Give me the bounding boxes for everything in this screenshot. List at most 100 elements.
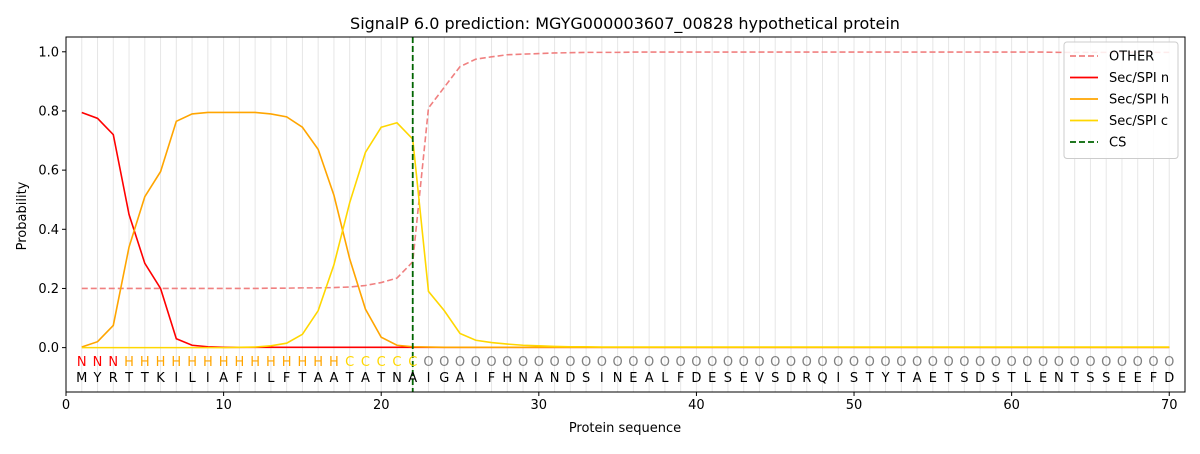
residue-label: E [1134, 371, 1142, 386]
region-label: O [943, 355, 953, 370]
residue-label: E [629, 371, 637, 386]
residue-label: K [156, 371, 165, 386]
x-tick-label: 60 [1003, 398, 1020, 413]
residue-label: A [408, 371, 417, 386]
residue-label: E [1039, 371, 1047, 386]
residue-label: I [206, 371, 210, 386]
residue-label: A [219, 371, 228, 386]
y-tick-label: 1.0 [38, 45, 59, 60]
region-label: O [471, 355, 481, 370]
region-label: O [975, 355, 985, 370]
residue-label: F [236, 371, 243, 386]
residue-label: T [345, 371, 354, 386]
y-axis-label: Probability [15, 181, 30, 250]
residue-label: A [645, 371, 654, 386]
residue-label: R [109, 371, 118, 386]
residue-label: H [502, 371, 512, 386]
region-label: O [1101, 355, 1111, 370]
legend-label: Sec/SPI h [1109, 93, 1169, 108]
region-label: O [613, 355, 623, 370]
region-label: O [723, 355, 733, 370]
region-label: O [676, 355, 686, 370]
residue-label: F [283, 371, 290, 386]
residue-label: S [992, 371, 1000, 386]
residue-label: N [392, 371, 402, 386]
region-label: O [1038, 355, 1048, 370]
region-label: O [549, 355, 559, 370]
x-tick-label: 40 [688, 398, 705, 413]
region-label: H [313, 355, 323, 370]
residue-label: E [740, 371, 748, 386]
residue-label: F [488, 371, 495, 386]
series-layer [81, 37, 1170, 392]
residue-label: E [708, 371, 716, 386]
region-label: O [1117, 355, 1127, 370]
residue-label: S [1086, 371, 1094, 386]
series-line-sec-spi-n [81, 111, 1170, 349]
residue-label: T [865, 371, 874, 386]
residue-label: E [1118, 371, 1126, 386]
residue-label: S [1102, 371, 1110, 386]
residue-label: V [755, 371, 764, 386]
x-tick-label: 50 [846, 398, 863, 413]
region-label: H [124, 355, 134, 370]
x-tick-label: 20 [373, 398, 390, 413]
x-tick-label: 70 [1161, 398, 1178, 413]
region-label: O [502, 355, 512, 370]
residue-label: N [1054, 371, 1064, 386]
residue-label: N [518, 371, 528, 386]
residue-label: F [677, 371, 684, 386]
axis-layer: 0 10 20 30 40 50 60 70 0.0 0.2 0.4 0.6 0.8 1.0 [38, 36, 1186, 413]
residue-label: A [314, 371, 323, 386]
region-label: O [581, 355, 591, 370]
series-line-sec-spi-h [81, 111, 1170, 349]
residue-label: S [850, 371, 858, 386]
residue-label: L [1024, 371, 1032, 386]
residue-label: R [802, 371, 811, 386]
region-label: O [707, 355, 717, 370]
residue-label: T [297, 371, 306, 386]
residue-label: N [550, 371, 560, 386]
region-label: O [896, 355, 906, 370]
region-label: O [1070, 355, 1080, 370]
y-tick-label: 0.0 [38, 341, 59, 356]
residue-label: G [439, 371, 449, 386]
plot-frame [65, 36, 1186, 393]
region-label: H [203, 355, 213, 370]
x-tick-label: 0 [62, 398, 70, 413]
residue-label: D [1164, 371, 1174, 386]
residue-label: D [975, 371, 985, 386]
region-label: O [1148, 355, 1158, 370]
residue-label: I [427, 371, 431, 386]
region-label: O [770, 355, 780, 370]
residue-label: A [456, 371, 465, 386]
residue-label: I [174, 371, 178, 386]
region-label: C [377, 355, 386, 370]
residue-label: N [613, 371, 623, 386]
region-label: O [597, 355, 607, 370]
region-label: O [880, 355, 890, 370]
region-label: O [959, 355, 969, 370]
region-label: N [77, 355, 87, 370]
residue-label: Y [93, 371, 102, 386]
region-label: O [565, 355, 575, 370]
y-tick-label: 0.8 [38, 104, 59, 119]
region-label: O [1054, 355, 1064, 370]
region-label: H [187, 355, 197, 370]
region-label: O [865, 355, 875, 370]
residue-label: S [724, 371, 732, 386]
residue-label: T [1070, 371, 1079, 386]
region-label: O [423, 355, 433, 370]
region-label: O [754, 355, 764, 370]
residue-label: M [76, 371, 87, 386]
series-line-other [81, 51, 1170, 290]
region-label: H [140, 355, 150, 370]
residue-label: T [1007, 371, 1016, 386]
residue-label: S [582, 371, 590, 386]
legend: OTHER Sec/SPI n Sec/SPI h Sec/SPI c CS [1063, 41, 1179, 159]
chart-title: SignalP 6.0 prediction: MGYG000003607_00… [350, 14, 900, 34]
region-label: O [849, 355, 859, 370]
residue-label: I [600, 371, 604, 386]
